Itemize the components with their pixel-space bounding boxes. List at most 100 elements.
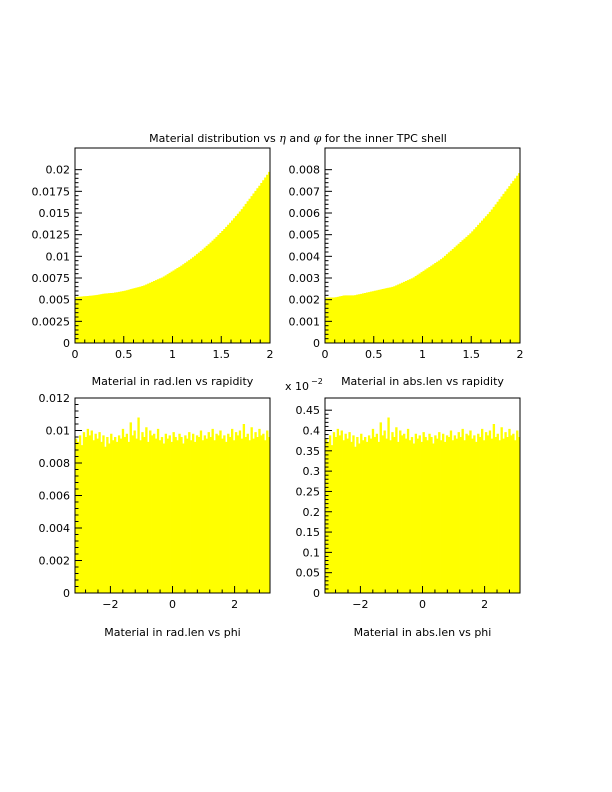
y-exponent-label: x 10 bbox=[285, 380, 309, 393]
bar bbox=[512, 433, 515, 593]
bar bbox=[244, 437, 247, 593]
bar bbox=[488, 430, 492, 593]
bar bbox=[108, 443, 111, 593]
x-tick-label: 0.5 bbox=[115, 348, 133, 361]
y-tick-label: 0.008 bbox=[289, 164, 321, 177]
bar bbox=[356, 437, 359, 593]
bar bbox=[348, 432, 351, 593]
bar bbox=[395, 427, 398, 593]
bar bbox=[451, 440, 455, 593]
bar bbox=[110, 433, 113, 593]
bar bbox=[231, 428, 234, 593]
bar bbox=[358, 443, 361, 593]
bar bbox=[389, 440, 392, 593]
y-tick-label: 0.006 bbox=[39, 490, 71, 503]
bar bbox=[326, 441, 330, 593]
bar bbox=[393, 437, 396, 593]
y-tick-label: 0 bbox=[63, 337, 70, 350]
bar bbox=[424, 437, 427, 593]
bar bbox=[154, 438, 158, 593]
bar bbox=[139, 440, 142, 593]
x-tick-label: 1.5 bbox=[463, 348, 481, 361]
y-tick-label: 0.005 bbox=[289, 229, 321, 242]
bar bbox=[492, 424, 496, 593]
y-tick-label: 0.0175 bbox=[32, 185, 71, 198]
bar bbox=[172, 432, 175, 593]
y-tick-label: 0.0025 bbox=[32, 315, 71, 328]
bar bbox=[330, 445, 334, 593]
chart-radlen-rapidity: 0 0.0025 0.005 0.0075 0.01 0.0125 0.015 0.0175 0… bbox=[32, 147, 274, 388]
chart-radlen-phi: 0 0.002 0.004 0.006 0.008 0.01 0.012 −2 0 2 Materi… bbox=[39, 392, 271, 639]
bar bbox=[213, 440, 216, 593]
bar bbox=[414, 433, 418, 593]
bar bbox=[360, 433, 363, 593]
bar bbox=[440, 440, 443, 593]
bar bbox=[246, 433, 249, 593]
bar bbox=[149, 430, 152, 593]
bar bbox=[176, 440, 179, 593]
bar bbox=[502, 438, 505, 593]
x-tick-label: 0.5 bbox=[365, 348, 383, 361]
x-tick-label: 2 bbox=[267, 348, 274, 361]
bar bbox=[184, 435, 187, 593]
bar bbox=[455, 438, 458, 593]
bar bbox=[516, 430, 519, 593]
bar bbox=[457, 432, 460, 593]
bar bbox=[500, 427, 503, 593]
y-tick-label: 0.15 bbox=[296, 526, 321, 539]
bar bbox=[186, 438, 189, 593]
bar bbox=[82, 432, 86, 593]
chart-abslen-phi: 0 0.05 0.1 0.15 0.2 0.25 0.3 0.35 0.4 0.45 −2 0 2 Mat… bbox=[285, 377, 521, 639]
bar bbox=[197, 437, 201, 593]
bar bbox=[463, 440, 466, 593]
bar bbox=[221, 438, 224, 593]
bar bbox=[482, 440, 486, 593]
bar bbox=[164, 433, 168, 593]
bar bbox=[432, 443, 435, 593]
y-tick-label: 0.004 bbox=[289, 250, 321, 263]
bar bbox=[141, 432, 144, 593]
bar bbox=[135, 438, 138, 593]
bar bbox=[90, 430, 93, 593]
bar bbox=[86, 428, 90, 593]
bar bbox=[201, 440, 205, 593]
bar bbox=[397, 441, 400, 593]
bar bbox=[252, 438, 255, 593]
y-tick-label: 0.001 bbox=[289, 315, 321, 328]
bar bbox=[332, 432, 336, 593]
bar bbox=[504, 432, 507, 593]
bar bbox=[447, 437, 451, 593]
bar bbox=[436, 438, 439, 593]
bar bbox=[127, 441, 130, 593]
bar bbox=[350, 441, 353, 593]
y-tick-label: 0.25 bbox=[296, 485, 321, 498]
bar bbox=[119, 438, 123, 593]
bar bbox=[469, 430, 472, 593]
bar bbox=[250, 427, 253, 593]
bar bbox=[160, 437, 164, 593]
y-tick-label: 0.35 bbox=[296, 445, 321, 458]
bar bbox=[76, 441, 80, 593]
bar bbox=[381, 435, 384, 593]
bar bbox=[467, 435, 470, 593]
bar bbox=[217, 435, 220, 593]
bar bbox=[137, 417, 140, 593]
bar bbox=[514, 440, 517, 593]
x-axis-label: Material in abs.len vs rapidity bbox=[341, 375, 504, 388]
bar bbox=[94, 433, 97, 593]
y-tick-label: 0.2 bbox=[303, 506, 321, 519]
bar bbox=[236, 435, 240, 593]
bar bbox=[416, 438, 419, 593]
y-tick-label: 0.3 bbox=[303, 465, 321, 478]
bar bbox=[174, 437, 177, 593]
bar bbox=[401, 435, 404, 593]
bar bbox=[123, 437, 127, 593]
bar bbox=[84, 437, 88, 593]
bar bbox=[418, 435, 421, 593]
bar bbox=[445, 435, 449, 593]
bar bbox=[248, 440, 251, 593]
bar bbox=[465, 433, 468, 593]
bar bbox=[346, 438, 349, 593]
bar bbox=[232, 440, 236, 593]
